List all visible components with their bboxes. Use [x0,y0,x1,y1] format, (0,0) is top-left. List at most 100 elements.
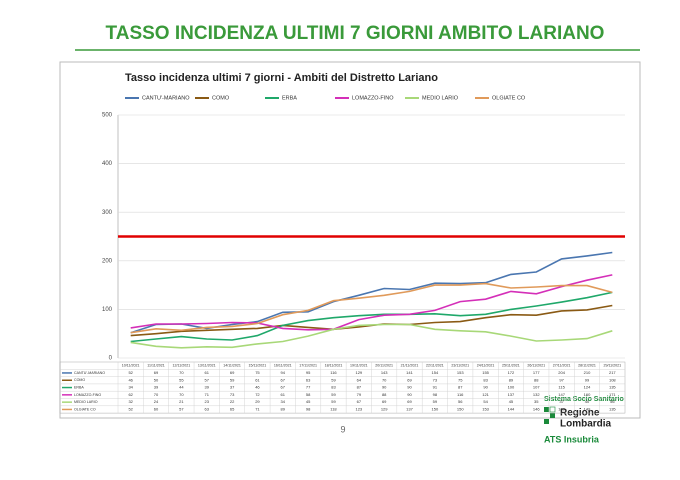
table-value: 69 [382,399,387,404]
table-value: 171 [609,392,616,397]
table-value: 132 [533,392,540,397]
table-value: 210 [584,370,591,375]
table-value: 59 [331,399,336,404]
table-value: 144 [508,407,515,412]
table-value: 97 [559,377,564,382]
table-value: 91 [433,385,438,390]
table-value: 32 [128,399,133,404]
legend-label: LOMAZZO-FINO [352,95,394,101]
table-value: 124 [584,385,591,390]
legend-label: COMO [212,95,230,101]
table-value: 147 [558,392,565,397]
table-value: 217 [609,370,616,375]
table-value: 69 [407,399,412,404]
table-value: 52 [128,370,133,375]
table-value: 40 [585,399,590,404]
table-value: 34 [281,399,286,404]
chart-title: Tasso incidenza ultimi 7 giorni - Ambiti… [125,72,438,84]
table-value: 45 [306,399,311,404]
table-value: 70 [179,392,184,397]
table-value: 46 [128,377,133,382]
table-value: 108 [609,377,616,382]
table-value: 77 [306,385,311,390]
table-date: 29/11/2021 [603,364,621,368]
series-line [130,291,613,343]
table-value: 73 [230,392,235,397]
table-value: 116 [330,370,337,375]
logo-square [549,406,556,413]
table-date: 16/11/2021 [274,364,292,368]
table-row-label: MEDIO LARIO [74,400,98,404]
table-value: 63 [306,377,311,382]
table-value: 37 [230,385,235,390]
table-date: 18/11/2021 [325,364,343,368]
table-value: 90 [382,385,387,390]
table-row-label: CANTU'-MARIANO [74,371,105,375]
table-value: 90 [483,385,488,390]
table-date: 23/11/2021 [451,364,469,368]
chart-frame [59,61,641,419]
table-value: 98 [306,407,311,412]
table-date: 20/11/2021 [375,364,393,368]
table-value: 71 [255,407,260,412]
table-value: 160 [584,392,591,397]
table-value: 67 [357,399,362,404]
table-value: 149 [584,407,591,412]
table-value: 59 [331,377,336,382]
table-value: 39 [204,385,209,390]
table-value: 137 [508,392,515,397]
logo-text: Sistema Socio Sanitario [544,396,624,403]
table-value: 45 [509,399,514,404]
table-value: 123 [355,407,362,412]
series-line [130,274,613,331]
table-value: 116 [457,392,464,397]
y-tick-label: 500 [102,113,113,119]
table-value: 95 [306,370,311,375]
y-tick-label: 100 [102,307,113,313]
table-value: 69 [230,370,235,375]
table-value: 44 [179,385,184,390]
table-date: 26/11/2021 [527,364,545,368]
y-tick-label: 200 [102,258,113,264]
logo-text: Lombardia [560,419,612,430]
table-value: 34 [128,385,133,390]
table-value: 70 [179,370,184,375]
table-date: 15/11/2021 [249,364,267,368]
table-row-label: LOMAZZO-FINO [74,393,101,397]
series-line [130,323,613,349]
table-value: 63 [204,407,209,412]
table-value: 58 [306,392,311,397]
table-frame [59,361,626,414]
table-date: 25/11/2021 [502,364,520,368]
table-date: 21/11/2021 [401,364,419,368]
table-value: 56 [458,399,463,404]
table-value: 23 [204,399,209,404]
logo-square [544,419,549,424]
table-value: 149 [558,407,565,412]
table-value: 52 [128,407,133,412]
table-value: 94 [281,370,286,375]
table-value: 73 [433,377,438,382]
table-value: 89 [509,377,514,382]
table-value: 154 [432,370,439,375]
table-value: 135 [609,385,616,390]
y-tick-label: 0 [109,356,113,362]
table-value: 177 [533,370,540,375]
y-tick-label: 400 [102,161,113,167]
table-value: 67 [281,385,286,390]
table-value: 59 [433,399,438,404]
table-value: 37 [559,399,564,404]
logo-text: ATS Insubria [544,434,600,444]
table-value: 87 [458,385,463,390]
table-value: 62 [128,392,133,397]
table-date: 14/11/2021 [223,364,241,368]
page-number: 9 [340,424,345,434]
table-value: 90 [407,385,412,390]
table-value: 59 [331,392,336,397]
table-date: 24/11/2021 [477,364,495,368]
table-row-label: OLGIATE CO [74,407,96,411]
table-value: 129 [355,370,362,375]
table-value: 71 [204,392,209,397]
table-value: 87 [357,385,362,390]
table-value: 61 [255,377,260,382]
